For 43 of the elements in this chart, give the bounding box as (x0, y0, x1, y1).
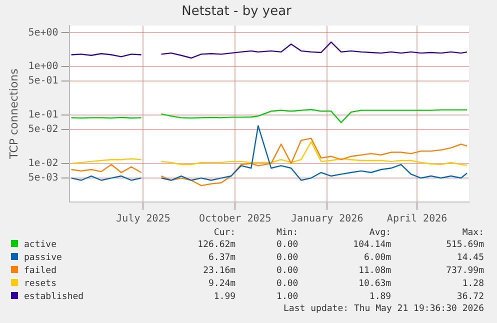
y-tick-label: 1e-02 (28, 158, 58, 170)
text: 1.00 (276, 291, 300, 304)
text: 36.72 (456, 291, 485, 304)
y-tick-label: 1e-01 (28, 110, 58, 121)
text: 10.63m (358, 278, 392, 291)
legend-label: passive (23, 252, 63, 265)
text: 104.14m (352, 239, 392, 252)
text: 9.24m (208, 278, 237, 291)
chart-title: Netstat - by year (182, 4, 292, 20)
text: 14.45 (456, 252, 485, 265)
y-tick-label: 5e-01 (28, 76, 58, 87)
y-tick-label: 5e+00 (28, 27, 58, 38)
text: 1.89 (368, 291, 392, 304)
legend-label: established (23, 291, 85, 304)
text: 11.08m (358, 265, 392, 278)
y-tick-label: 5e-02 (28, 124, 58, 136)
text: 1.99 (212, 291, 237, 304)
x-tick-label: April 2026 (386, 214, 448, 225)
x-tick-label: October 2025 (199, 214, 272, 225)
text: 0.00 (276, 265, 300, 278)
y-axis-title: TCP connections (7, 68, 20, 160)
text: 0.00 (276, 239, 300, 252)
y-tick-label: 5e-03 (28, 172, 58, 184)
x-tick-label: January 2026 (290, 214, 364, 225)
x-tick-label: July 2025 (116, 214, 170, 225)
y-tick-label: 1e+00 (28, 61, 58, 72)
text: 737.99m (445, 265, 485, 278)
text: Cur: (212, 228, 237, 239)
text: 515.69m (445, 239, 485, 252)
legend-label: resets (23, 278, 58, 291)
text: 0.00 (276, 252, 300, 265)
text: 23.16m (202, 265, 237, 278)
text: Max: (461, 228, 485, 239)
legend-label: failed (23, 265, 58, 278)
text: 1.28 (461, 278, 485, 291)
text: 6.00m (363, 252, 392, 265)
text: 6.37m (208, 252, 237, 265)
text: Last update: Thu May 21 19:36:30 2026 (282, 304, 485, 315)
text: 0.00 (276, 278, 300, 291)
text: 126.62m (196, 239, 237, 252)
text: Avg: (368, 228, 392, 239)
legend-label: active (23, 239, 58, 252)
text: Min: (276, 228, 300, 239)
